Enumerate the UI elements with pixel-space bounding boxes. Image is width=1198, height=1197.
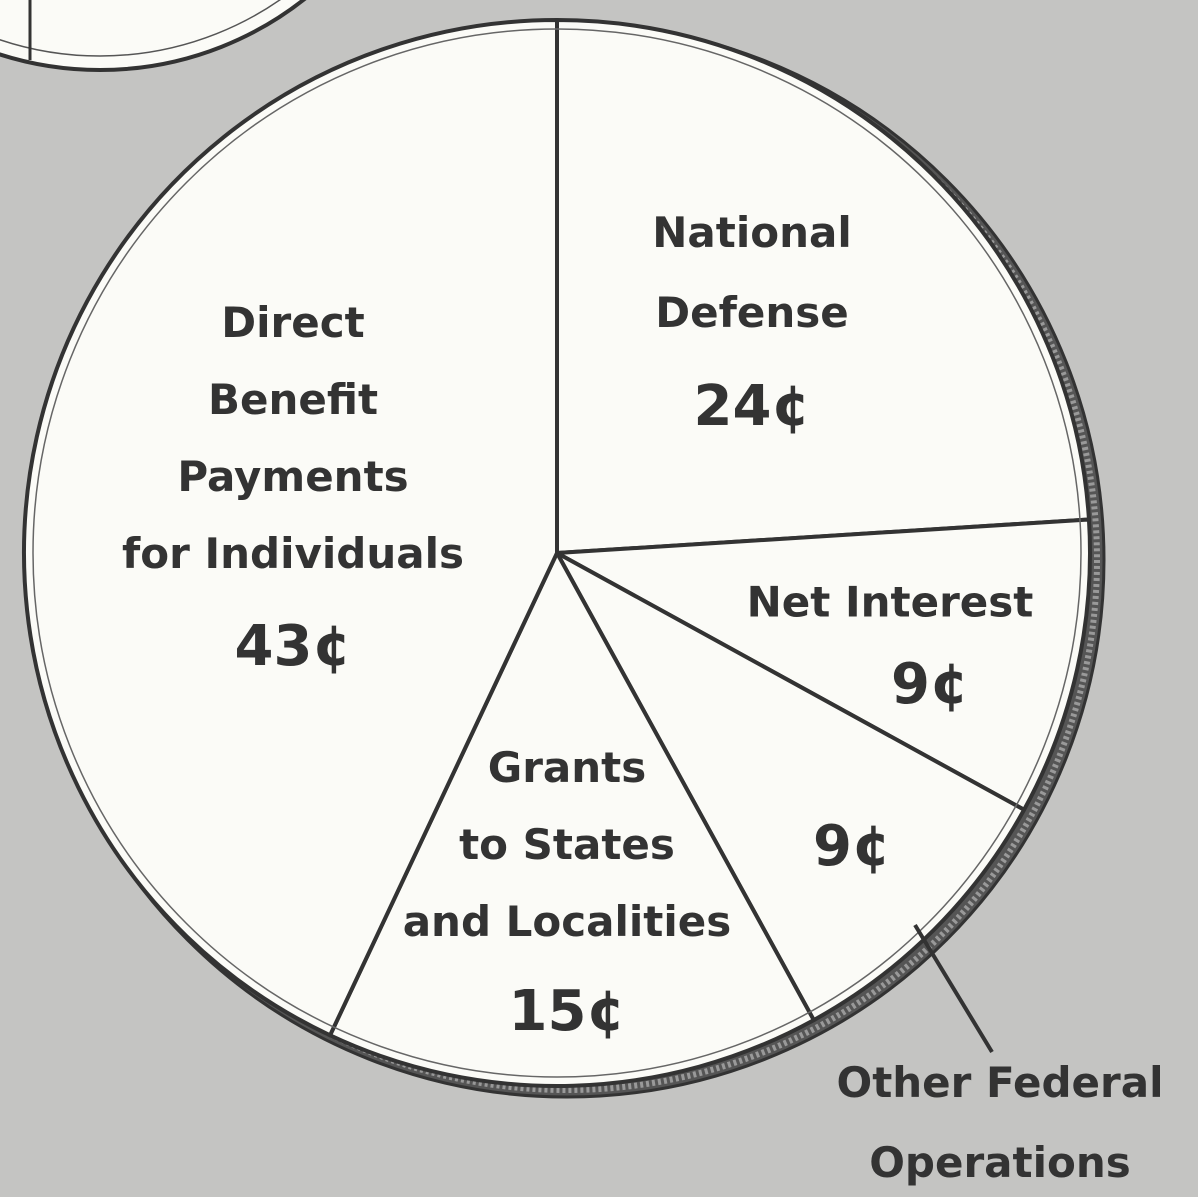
- value-label: 15¢: [509, 979, 626, 1044]
- chart: NationalDefense24¢Net Interest9¢Other Fe…: [0, 0, 1198, 1197]
- value-label: 9¢: [891, 652, 969, 717]
- value-label: 24¢: [694, 374, 811, 439]
- value-label: 9¢: [813, 814, 891, 879]
- slice-label: Net Interest: [747, 578, 1034, 627]
- value-label: 43¢: [235, 614, 352, 679]
- page: {"chart_data": {"type": "pie", "categori…: [0, 0, 1198, 1197]
